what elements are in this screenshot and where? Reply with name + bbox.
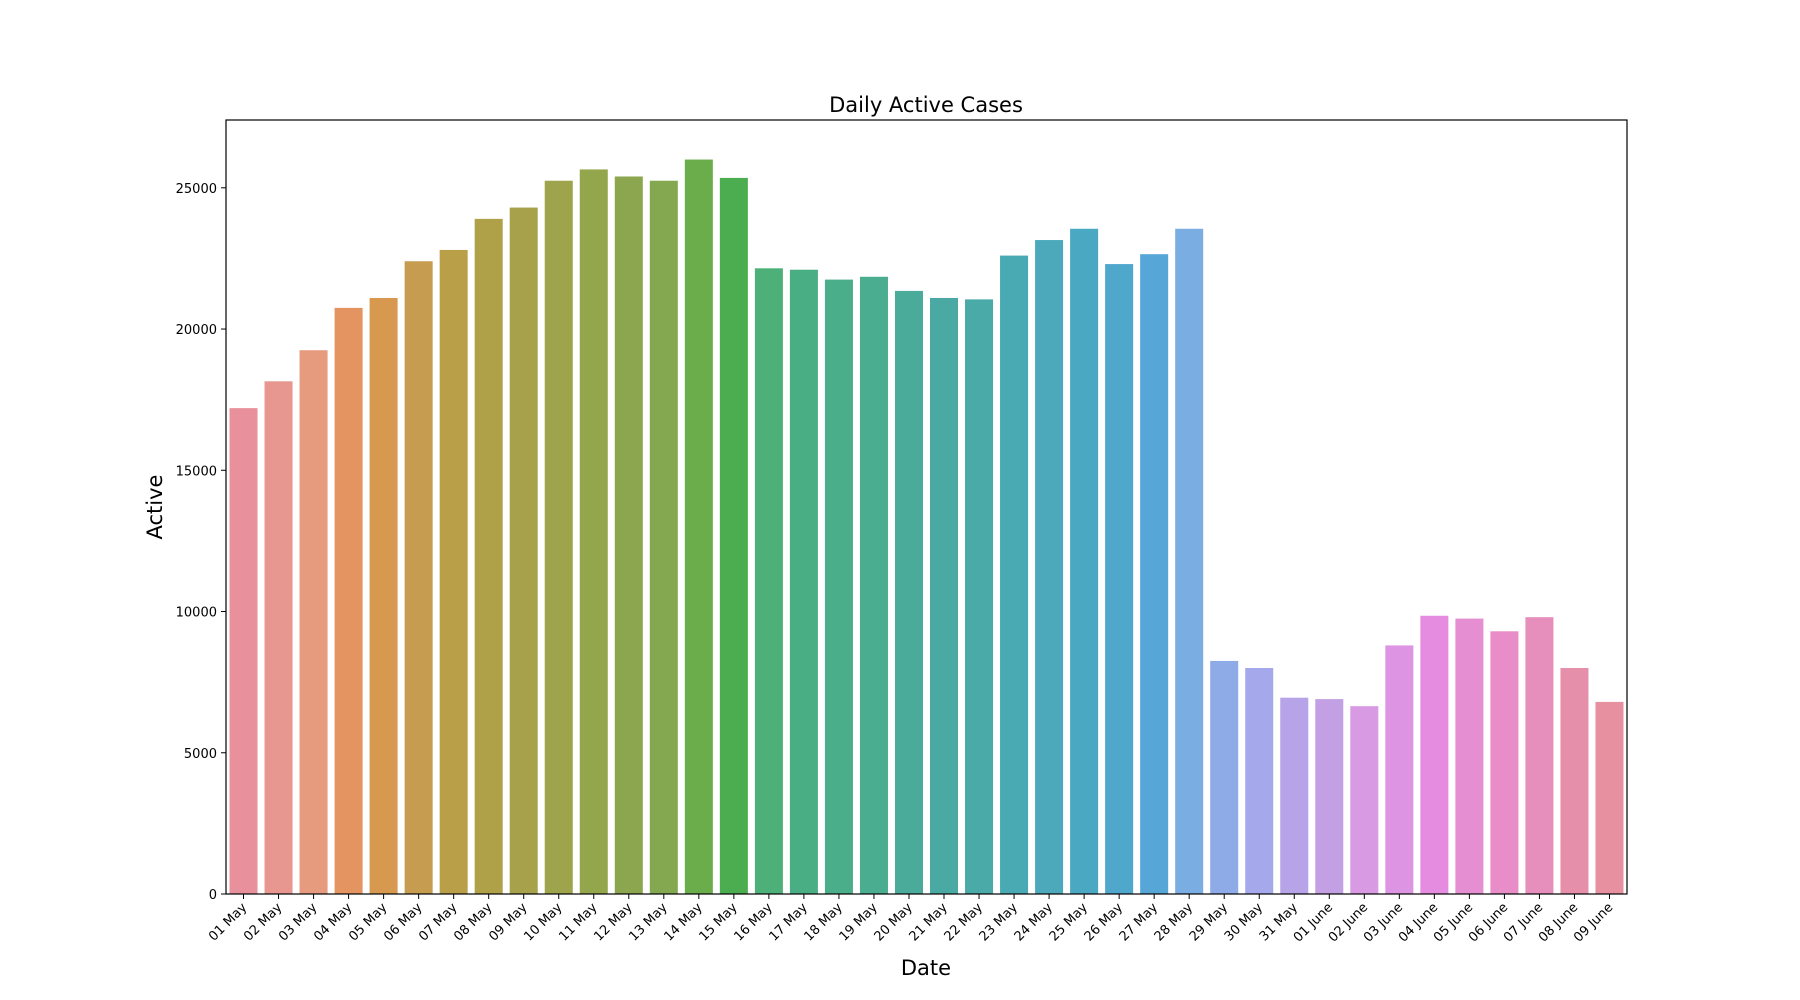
bar-30-may xyxy=(1245,668,1274,894)
x-tick-label: 09 June xyxy=(1571,900,1616,945)
bar-02-june xyxy=(1350,706,1379,894)
bar-11-may xyxy=(579,169,608,894)
bar-17-may xyxy=(789,269,818,895)
bar-26-may xyxy=(1105,264,1134,894)
bar-29-may xyxy=(1210,660,1239,894)
bar-31-may xyxy=(1280,697,1309,894)
bar-20-may xyxy=(894,290,923,894)
bar-05-may xyxy=(369,297,398,895)
bar-09-may xyxy=(509,207,538,894)
bar-07-june xyxy=(1525,617,1554,894)
bar-06-june xyxy=(1490,631,1519,894)
bar-03-may xyxy=(299,350,328,895)
chart-title: Daily Active Cases xyxy=(829,93,1023,117)
bar-07-may xyxy=(439,249,468,894)
bar-15-may xyxy=(719,177,748,894)
y-tick-label: 25000 xyxy=(176,182,217,197)
bar-25-may xyxy=(1070,228,1099,894)
bar-05-june xyxy=(1455,618,1484,894)
bar-10-may xyxy=(544,180,573,895)
bar-03-june xyxy=(1385,645,1414,894)
bar-01-may xyxy=(229,408,258,894)
plot-frame xyxy=(225,119,1628,895)
y-tick-label: 5000 xyxy=(184,747,217,762)
y-tick-label: 15000 xyxy=(176,464,217,479)
bar-28-may xyxy=(1175,228,1204,894)
x-axis-label: Date xyxy=(901,956,951,980)
y-tick-label: 10000 xyxy=(176,606,217,621)
bar-01-june xyxy=(1315,699,1344,894)
bar-23-may xyxy=(1000,255,1029,895)
bar-13-may xyxy=(649,180,678,895)
bar-09-june xyxy=(1595,701,1624,894)
y-axis: 0 5000 10000 15000 20000 25000 xyxy=(176,182,226,903)
bar-21-may xyxy=(930,297,959,895)
bar-06-may xyxy=(404,261,433,894)
bar-14-may xyxy=(684,159,713,895)
bar-02-may xyxy=(264,381,293,894)
bar-27-may xyxy=(1140,254,1169,894)
bar-18-may xyxy=(824,279,853,895)
bar-16-may xyxy=(754,268,783,894)
bar-12-may xyxy=(614,176,643,894)
y-tick-label: 20000 xyxy=(176,323,217,338)
y-tick-label: 0 xyxy=(209,888,217,903)
bar-24-may xyxy=(1035,240,1064,895)
bar-04-may xyxy=(334,307,363,895)
y-axis-label: Active xyxy=(143,475,167,540)
bar-08-may xyxy=(474,218,503,894)
bars-group xyxy=(229,159,1624,895)
bar-22-may xyxy=(965,299,994,894)
bar-04-june xyxy=(1420,615,1449,894)
bar-19-may xyxy=(859,276,888,894)
bar-08-june xyxy=(1560,668,1589,894)
